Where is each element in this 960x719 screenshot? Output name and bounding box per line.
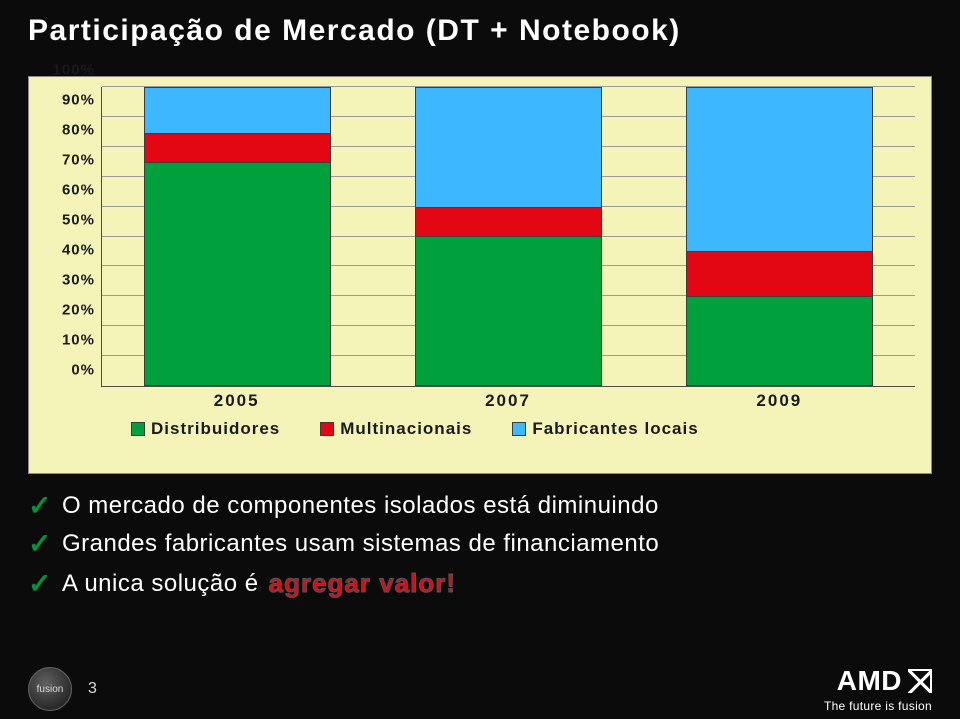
- legend-label: Fabricantes locais: [532, 419, 698, 439]
- y-tick-label: 90%: [62, 92, 95, 109]
- bar-segment: [145, 162, 330, 385]
- bar: [686, 87, 873, 386]
- legend-swatch-icon: [320, 422, 334, 436]
- bar-segment: [145, 133, 330, 163]
- bullet-text: O mercado de componentes isolados está d…: [62, 492, 659, 520]
- legend-label: Distribuidores: [151, 419, 280, 439]
- fusion-badge-icon: fusion: [28, 667, 72, 711]
- y-tick-label: 0%: [71, 362, 95, 379]
- page-number: 3: [88, 680, 97, 698]
- check-icon: ✓: [28, 570, 52, 598]
- x-axis: 200520072009: [101, 387, 915, 413]
- bullet-item: ✓ A unica solução é agregar valor!: [28, 568, 932, 599]
- check-icon: ✓: [28, 530, 52, 558]
- y-axis: 0%10%20%30%40%50%60%70%80%90%100%: [45, 87, 101, 387]
- bar-segment: [687, 296, 872, 385]
- bullet-text: A unica solução é: [62, 570, 259, 598]
- bullet-list: ✓ O mercado de componentes isolados está …: [28, 492, 932, 609]
- bar: [144, 87, 331, 386]
- x-tick-label: 2005: [101, 391, 372, 411]
- y-tick-label: 80%: [62, 122, 95, 139]
- legend-item: Multinacionais: [320, 419, 472, 439]
- bar-segment: [687, 88, 872, 251]
- bar-segment: [416, 207, 601, 237]
- bullet-highlight: agregar valor!: [269, 568, 456, 599]
- y-tick-label: 10%: [62, 332, 95, 349]
- y-tick-label: 50%: [62, 212, 95, 229]
- x-tick-label: 2009: [644, 391, 915, 411]
- y-tick-label: 40%: [62, 242, 95, 259]
- legend-swatch-icon: [512, 422, 526, 436]
- page-title: Participação de Mercado (DT + Notebook): [28, 14, 681, 48]
- y-tick-label: 20%: [62, 302, 95, 319]
- bar-segment: [687, 251, 872, 296]
- amd-tagline: The future is fusion: [824, 699, 932, 713]
- legend-swatch-icon: [131, 422, 145, 436]
- amd-arrow-icon: [908, 669, 932, 693]
- chart-legend: Distribuidores Multinacionais Fabricantes …: [101, 419, 915, 439]
- x-tick-label: 2007: [372, 391, 643, 411]
- market-share-chart: 0%10%20%30%40%50%60%70%80%90%100% 200520…: [28, 76, 932, 474]
- bar-segment: [416, 236, 601, 385]
- bullet-item: ✓ O mercado de componentes isolados está …: [28, 492, 932, 520]
- legend-label: Multinacionais: [340, 419, 472, 439]
- y-tick-label: 30%: [62, 272, 95, 289]
- legend-item: Distribuidores: [131, 419, 280, 439]
- bar-segment: [145, 88, 330, 133]
- amd-branding: AMD The future is fusion: [824, 665, 932, 713]
- y-tick-label: 60%: [62, 182, 95, 199]
- plot-area: [101, 87, 915, 387]
- bullet-item: ✓ Grandes fabricantes usam sistemas de fi…: [28, 530, 932, 558]
- slide-footer: fusion 3 AMD The future is fusion: [0, 659, 960, 719]
- bar-segment: [416, 88, 601, 207]
- legend-item: Fabricantes locais: [512, 419, 698, 439]
- check-icon: ✓: [28, 492, 52, 520]
- y-tick-label: 100%: [53, 62, 95, 79]
- y-tick-label: 70%: [62, 152, 95, 169]
- amd-logo-text: AMD: [837, 665, 902, 697]
- bar: [415, 87, 602, 386]
- bullet-text: Grandes fabricantes usam sistemas de fin…: [62, 530, 659, 558]
